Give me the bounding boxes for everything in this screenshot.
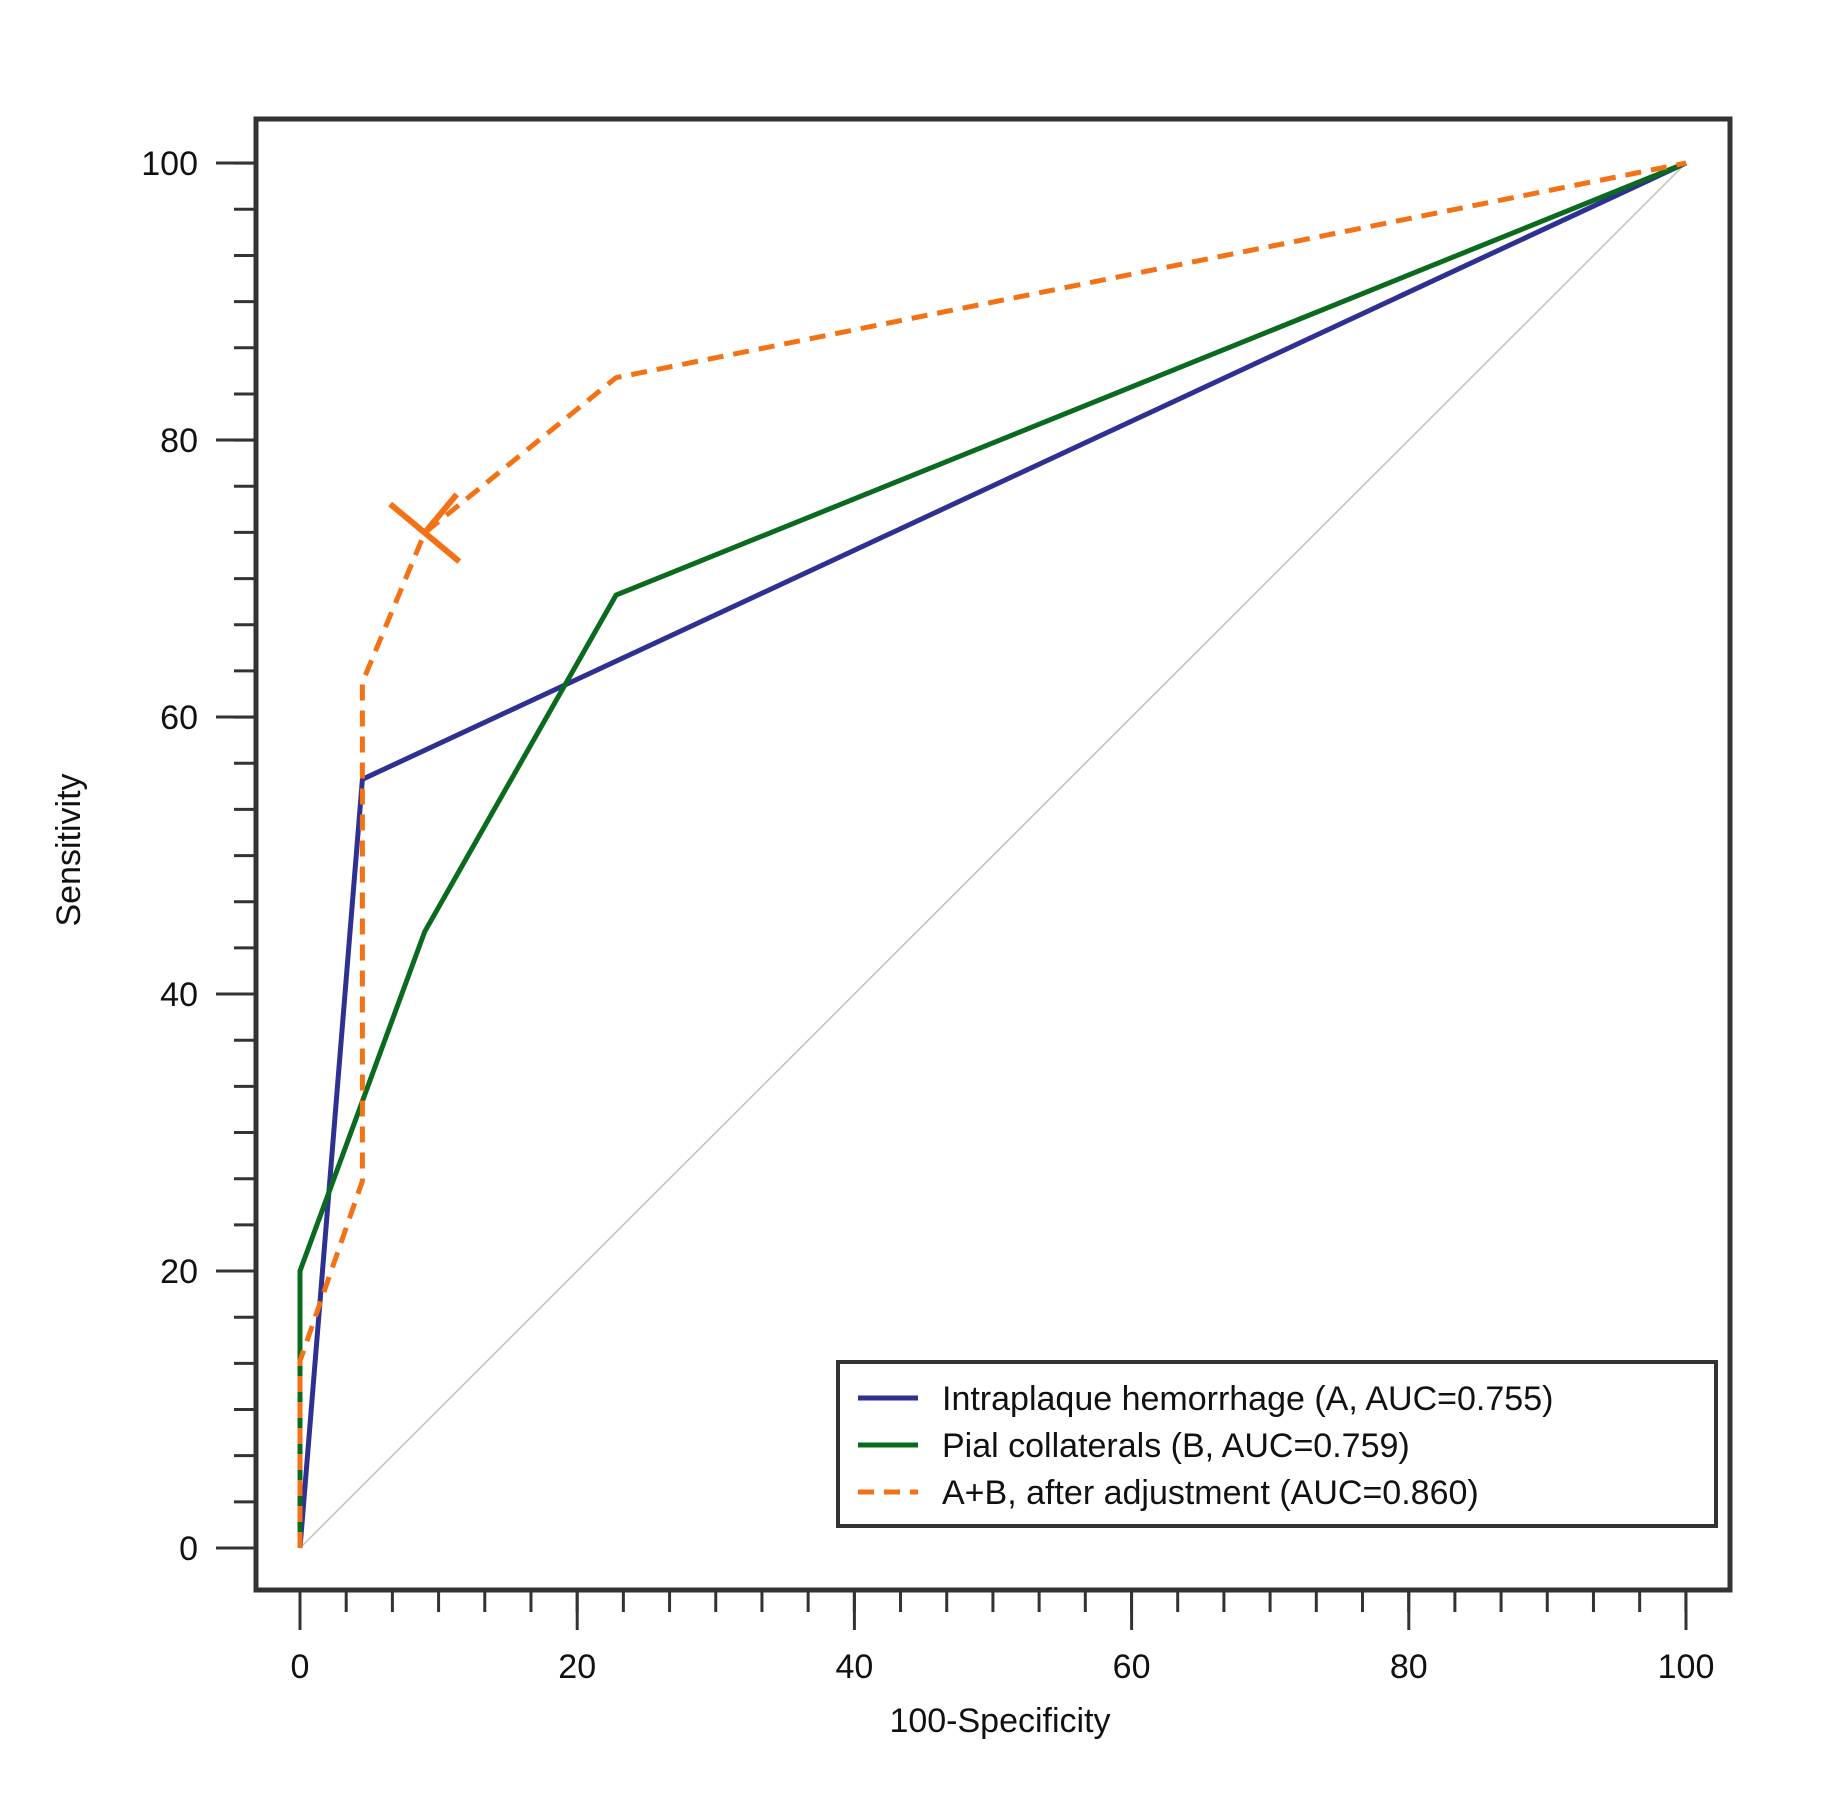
y-axis-label: Sensitivity [50,773,88,926]
x-tick-label: 0 [291,1648,310,1686]
x-tick-label: 20 [558,1648,596,1686]
series-layer [297,160,1688,1549]
annotation-layer [388,492,462,564]
optimal-cutoff-marker [388,492,462,564]
cutoff-marker-bar [388,501,462,564]
axis-ticks: 0 20 40 60 80 100 0 20 40 60 80 100 [141,145,1714,1686]
legend-box [836,1360,1718,1528]
y-tick-label: 40 [160,976,198,1014]
series-line-1 [297,160,1688,1549]
reference-diagonal-line [299,162,1687,1549]
y-tick-label: 80 [160,422,198,460]
x-axis-label: 100-Specificity [889,1702,1110,1740]
legend[interactable]: Intraplaque hemorrhage (A, AUC=0.755) Pia… [836,1360,1718,1528]
series-line-3 [297,160,1687,1548]
x-tick-label: 100 [1658,1648,1715,1686]
legend-entry-1[interactable]: Intraplaque hemorrhage (A, AUC=0.755) [942,1380,1553,1418]
y-tick-label: 20 [160,1253,198,1291]
cutoff-marker-stem [422,492,460,535]
legend-entry-3[interactable]: A+B, after adjustment (AUC=0.860) [942,1474,1479,1512]
y-tick-label: 60 [160,699,198,737]
x-tick-label: 80 [1390,1648,1428,1686]
legend-entry-2[interactable]: Pial collaterals (B, AUC=0.759) [942,1427,1410,1465]
y-tick-label: 0 [179,1530,198,1568]
reference-layer [299,162,1687,1549]
x-tick-label: 60 [1113,1648,1151,1686]
y-tick-label: 100 [141,145,198,183]
x-tick-label: 40 [835,1648,873,1686]
